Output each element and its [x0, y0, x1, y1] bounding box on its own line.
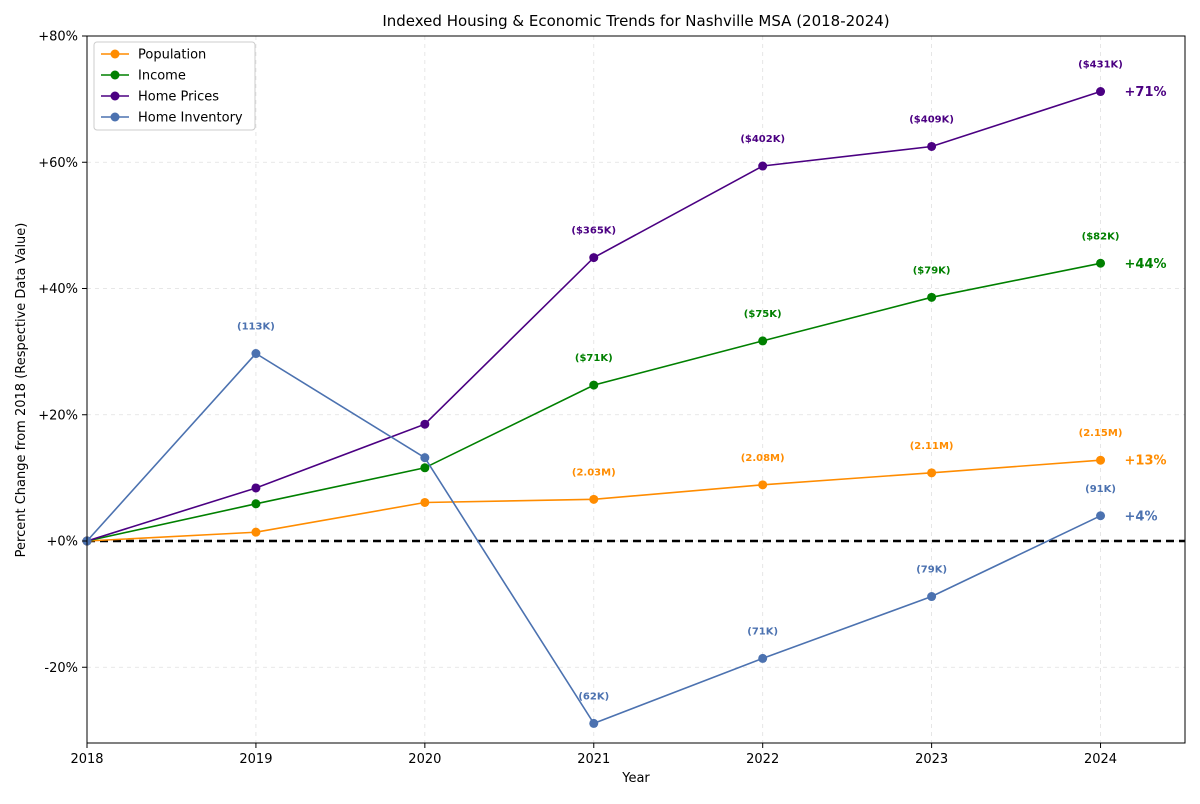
data-point-home-inventory	[1096, 511, 1106, 521]
data-label-home-inventory: (91K)	[1085, 484, 1116, 495]
data-point-home-inventory	[251, 349, 261, 359]
data-point-home-inventory	[420, 453, 430, 463]
data-label-income: ($79K)	[913, 265, 951, 276]
data-point-home-prices	[758, 161, 768, 171]
y-tick-label: +40%	[38, 282, 78, 297]
data-label-population: (2.15M)	[1079, 428, 1123, 439]
data-point-income	[589, 380, 599, 390]
data-label-population: (2.11M)	[910, 441, 954, 452]
series-layer	[82, 87, 1106, 728]
end-label-home-prices: +71%	[1125, 85, 1167, 100]
legend: Population Income Home Prices Home Inventor…	[93, 41, 256, 131]
data-point-population	[251, 527, 261, 537]
legend-label-home-inventory: Home Inventory	[138, 111, 243, 126]
data-point-income	[1096, 258, 1106, 268]
series-home-prices	[82, 87, 1106, 546]
data-point-income	[251, 499, 261, 509]
data-point-income	[927, 292, 937, 302]
data-point-population	[420, 497, 430, 507]
series-population	[82, 455, 1106, 546]
data-point-home-inventory	[758, 653, 768, 663]
x-tick-label: 2018	[70, 752, 103, 767]
tick-layer: 2018 2019 2020 2021 2022 2023 2024 -20% +0% +20% +…	[38, 30, 1117, 768]
series-line-home-inventory	[86, 352, 1101, 725]
plot-frame	[86, 35, 1186, 744]
series-income	[82, 258, 1106, 546]
y-tick-label: +0%	[46, 535, 78, 550]
y-tick-label: +20%	[38, 408, 78, 423]
x-axis-label: Year	[621, 771, 650, 786]
x-tick-label: 2023	[915, 752, 948, 767]
data-point-home-prices	[589, 253, 599, 263]
legend-marker-home-prices	[110, 91, 120, 101]
data-point-income	[758, 336, 768, 346]
legend-marker-income	[110, 70, 120, 80]
data-label-income: ($75K)	[744, 309, 782, 320]
data-point-population	[758, 480, 768, 490]
legend-label-home-prices: Home Prices	[138, 90, 219, 105]
data-label-layer: (2.03M) (2.08M) (2.11M) (2.15M) +13% ($71K) ($…	[237, 60, 1167, 703]
data-label-home-prices: ($431K)	[1078, 60, 1123, 71]
x-tick-label: 2019	[239, 752, 272, 767]
end-label-population: +13%	[1125, 454, 1167, 469]
legend-box	[93, 41, 256, 131]
data-point-home-prices	[420, 419, 430, 429]
data-point-home-inventory	[927, 592, 937, 602]
series-home-inventory	[82, 349, 1106, 728]
data-label-home-inventory: (113K)	[237, 322, 275, 333]
y-axis-label: Percent Change from 2018 (Respective Dat…	[14, 223, 29, 558]
chart-title: Indexed Housing & Economic Trends for Na…	[382, 12, 889, 30]
data-point-home-inventory	[589, 718, 599, 728]
data-point-income	[420, 463, 430, 473]
data-label-population: (2.08M)	[741, 453, 785, 464]
legend-marker-home-inventory	[110, 112, 120, 122]
y-tick-label: +60%	[38, 156, 78, 171]
data-label-home-inventory: (62K)	[578, 691, 609, 702]
data-label-home-prices: ($402K)	[740, 134, 785, 145]
end-label-income: +44%	[1125, 257, 1167, 272]
x-tick-label: 2020	[408, 752, 441, 767]
y-tick-label: -20%	[44, 661, 78, 676]
x-tick-label: 2022	[746, 752, 779, 767]
data-point-home-prices	[1096, 87, 1106, 97]
data-point-home-prices	[927, 141, 937, 151]
data-label-home-inventory: (79K)	[916, 565, 947, 576]
legend-label-income: Income	[138, 69, 186, 84]
data-label-home-prices: ($365K)	[571, 226, 616, 237]
legend-label-population: Population	[138, 48, 206, 63]
data-point-population	[927, 468, 937, 478]
data-point-population	[589, 494, 599, 504]
grid-layer	[86, 35, 1185, 743]
data-label-population: (2.03M)	[572, 467, 616, 478]
data-label-home-inventory: (71K)	[747, 626, 778, 637]
y-tick-label: +80%	[38, 30, 78, 45]
data-label-income: ($71K)	[575, 353, 613, 364]
x-tick-label: 2024	[1084, 752, 1117, 767]
data-point-population	[1096, 455, 1106, 465]
data-label-home-prices: ($409K)	[909, 114, 954, 125]
x-tick-label: 2021	[577, 752, 610, 767]
end-label-home-inventory: +4%	[1125, 509, 1158, 524]
data-point-home-prices	[251, 483, 261, 493]
legend-marker-population	[110, 49, 120, 59]
data-label-income: ($82K)	[1082, 231, 1120, 242]
